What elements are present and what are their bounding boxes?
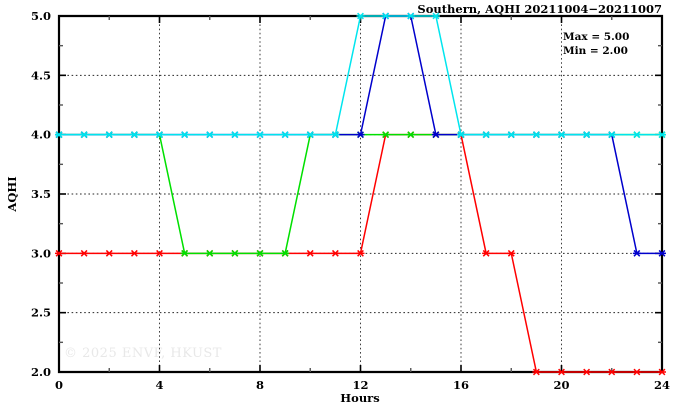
- data-point-marker: [557, 368, 566, 376]
- data-point-marker: [632, 131, 641, 139]
- watermark-text: © 2025 ENVF, HKUST: [64, 346, 222, 361]
- min-value-label: Min = 2.00: [563, 45, 628, 57]
- data-point-marker: [381, 12, 390, 20]
- data-point-marker: [406, 12, 415, 20]
- data-point-marker: [55, 131, 63, 139]
- data-point-marker: [230, 249, 239, 257]
- stats-legend: Max = 5.00 Min = 2.00: [563, 31, 629, 57]
- y-tick-label: 2.0: [31, 365, 51, 379]
- data-point-marker: [281, 131, 290, 139]
- gridlines: [59, 16, 662, 372]
- data-point-marker: [105, 249, 114, 257]
- data-point-marker: [658, 368, 666, 376]
- data-point-marker: [256, 249, 264, 257]
- data-point-marker: [482, 131, 491, 139]
- data-point-marker: [205, 131, 214, 139]
- data-point-marker: [155, 131, 164, 139]
- data-point-marker: [607, 131, 616, 139]
- data-point-marker: [582, 368, 591, 376]
- data-point-marker: [180, 131, 189, 139]
- data-point-marker: [607, 368, 616, 376]
- data-series-layer: [55, 12, 666, 376]
- data-point-marker: [507, 131, 516, 139]
- series-cyan: [55, 12, 666, 139]
- data-point-marker: [406, 131, 415, 139]
- data-point-marker: [557, 131, 566, 139]
- data-point-marker: [55, 249, 63, 257]
- y-tick-label: 4.0: [31, 128, 51, 142]
- x-axis-title: Hours: [340, 391, 379, 405]
- y-tick-label: 3.5: [31, 187, 51, 201]
- max-value-label: Max = 5.00: [563, 31, 629, 43]
- axis-tick-labels: 2.0 2.5 3.0 3.5 4.0 4.5 5.0 0 4 8 12 16 20 24: [31, 9, 670, 392]
- data-point-marker: [356, 249, 365, 257]
- data-point-marker: [105, 131, 114, 139]
- y-tick-label: 5.0: [31, 9, 51, 23]
- data-point-marker: [632, 368, 641, 376]
- data-point-marker: [230, 131, 239, 139]
- chart-title: Southern, AQHI 20211004−20211007: [417, 2, 662, 16]
- data-point-marker: [532, 131, 541, 139]
- data-point-marker: [356, 131, 365, 139]
- data-point-marker: [80, 131, 89, 139]
- data-point-marker: [431, 12, 440, 20]
- data-point-marker: [306, 249, 315, 257]
- data-point-marker: [381, 131, 390, 139]
- y-tick-label: 3.0: [31, 246, 51, 260]
- x-tick-label: 16: [453, 378, 469, 392]
- data-point-marker: [632, 249, 641, 257]
- data-point-marker: [155, 249, 164, 257]
- data-point-marker: [331, 249, 340, 257]
- y-tick-label: 4.5: [31, 68, 51, 82]
- x-tick-label: 24: [654, 378, 670, 392]
- data-point-marker: [130, 131, 139, 139]
- x-tick-label: 12: [352, 378, 368, 392]
- data-point-marker: [431, 131, 440, 139]
- data-point-marker: [130, 249, 139, 257]
- data-point-marker: [180, 249, 189, 257]
- y-axis-title: AQHI: [5, 176, 19, 212]
- data-point-marker: [658, 131, 666, 139]
- x-tick-label: 20: [553, 378, 569, 392]
- data-point-marker: [306, 131, 315, 139]
- data-point-marker: [80, 249, 89, 257]
- y-tick-label: 2.5: [31, 306, 51, 320]
- data-point-marker: [482, 249, 491, 257]
- data-point-marker: [658, 249, 666, 257]
- data-point-marker: [205, 249, 214, 257]
- x-tick-label: 0: [55, 378, 63, 392]
- data-point-marker: [582, 131, 591, 139]
- data-point-marker: [457, 131, 465, 139]
- data-point-marker: [281, 249, 290, 257]
- data-point-marker: [356, 12, 365, 20]
- data-point-marker: [507, 249, 516, 257]
- data-point-marker: [532, 368, 541, 376]
- x-tick-label: 8: [256, 378, 264, 392]
- data-point-marker: [331, 131, 340, 139]
- data-point-marker: [256, 131, 264, 139]
- x-tick-label: 4: [155, 378, 163, 392]
